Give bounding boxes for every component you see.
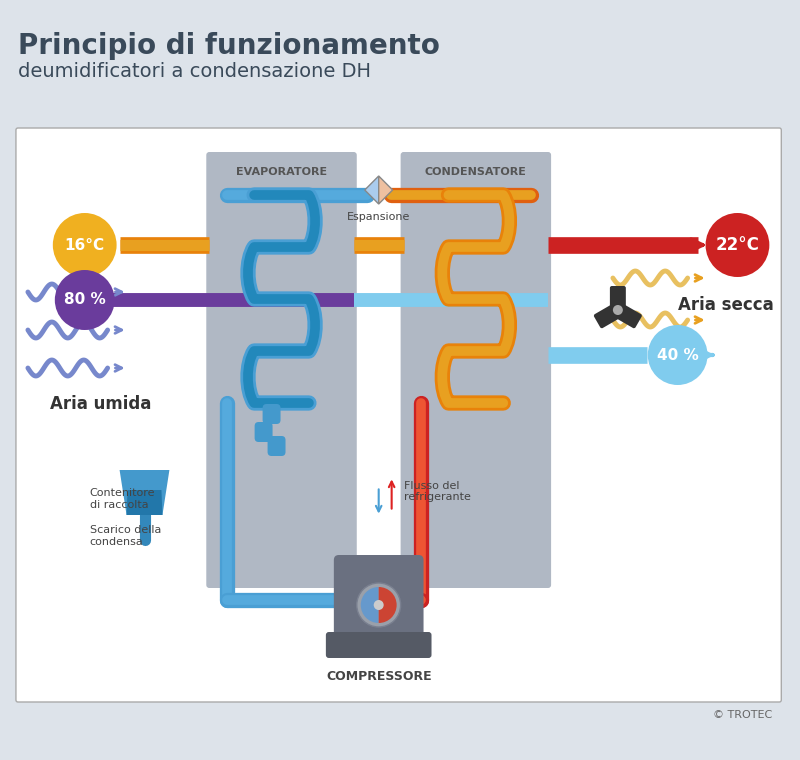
Polygon shape [126,490,162,515]
FancyBboxPatch shape [16,128,782,702]
Wedge shape [361,587,378,623]
Text: Aria umida: Aria umida [50,395,151,413]
Text: Flusso del
refrigerante: Flusso del refrigerante [404,481,470,502]
FancyBboxPatch shape [401,152,551,588]
Polygon shape [119,470,170,515]
FancyBboxPatch shape [334,555,423,645]
Circle shape [648,325,707,385]
Text: Principio di funzionamento: Principio di funzionamento [18,32,440,60]
FancyBboxPatch shape [206,152,357,588]
Circle shape [53,213,117,277]
FancyBboxPatch shape [594,302,623,328]
Text: Espansione: Espansione [347,212,410,222]
FancyBboxPatch shape [613,302,642,328]
Wedge shape [378,587,397,623]
Polygon shape [378,176,393,204]
Text: Contenitore
di raccolta: Contenitore di raccolta [90,488,155,510]
Circle shape [357,583,401,627]
FancyBboxPatch shape [254,422,273,442]
Text: EVAPORATORE: EVAPORATORE [236,167,327,177]
Circle shape [613,305,623,315]
FancyBboxPatch shape [326,632,431,658]
FancyBboxPatch shape [610,286,626,312]
Text: 40 %: 40 % [657,347,698,363]
Text: CONDENSATORE: CONDENSATORE [425,167,526,177]
Text: deumidificatori a condensazione DH: deumidificatori a condensazione DH [18,62,371,81]
Circle shape [55,270,114,330]
Polygon shape [365,176,378,204]
Circle shape [374,600,384,610]
Text: 80 %: 80 % [64,293,106,308]
FancyBboxPatch shape [267,436,286,456]
Text: COMPRESSORE: COMPRESSORE [326,670,431,683]
Text: Aria secca: Aria secca [678,296,774,314]
Text: 22°C: 22°C [715,236,759,254]
Text: © TROTEC: © TROTEC [713,710,772,720]
FancyBboxPatch shape [262,404,281,424]
Circle shape [706,213,770,277]
Text: 16°C: 16°C [65,237,105,252]
Text: Scarico della
condensa: Scarico della condensa [90,525,161,546]
